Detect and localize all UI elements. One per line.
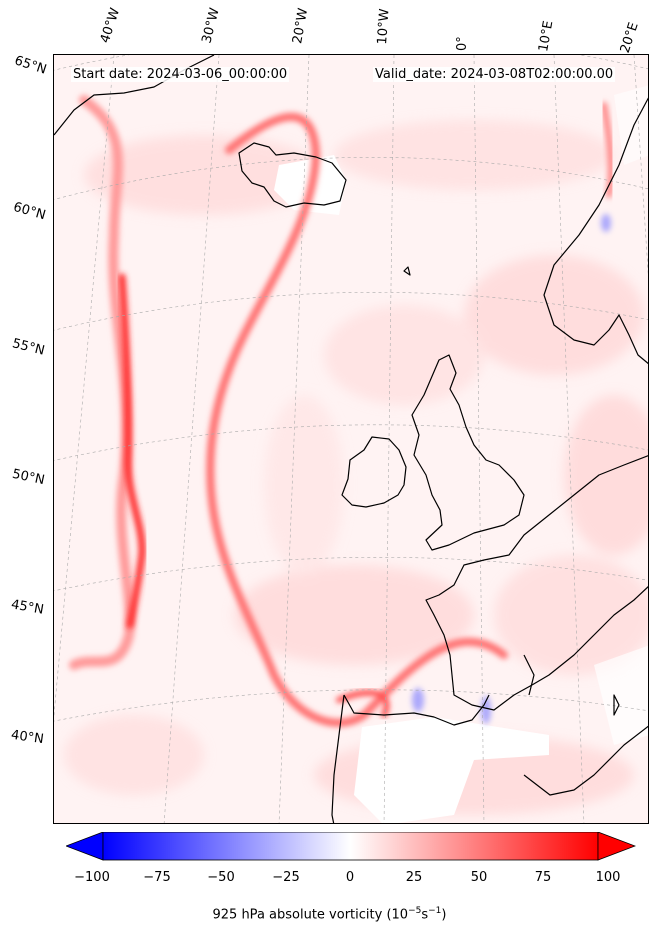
colorbar-tick: 100 (595, 870, 621, 885)
colorbar-tick: −100 (74, 870, 110, 885)
map-canvas (54, 55, 648, 823)
lon-label-30w: 30°W (199, 6, 223, 46)
lon-label-20e: 20°E (617, 20, 642, 55)
colorbar-tick: 75 (534, 870, 552, 885)
lat-label-40n: 40°N (10, 727, 45, 748)
lon-label-0: 0° (455, 36, 470, 51)
colorbar-title: 925 hPa absolute vorticity (10−5s−1) (212, 906, 447, 923)
land-white-areas (274, 85, 648, 823)
lon-label-40w: 40°W (97, 6, 124, 45)
lon-label-10w: 10°W (375, 8, 393, 45)
colorbar-tick: 25 (405, 870, 423, 885)
lat-label-65n: 65°N (12, 53, 49, 78)
coastlines (54, 55, 648, 823)
colorbar-max-extension (597, 832, 636, 861)
colorbar-tick: −25 (272, 870, 300, 885)
colorbar-tick: −75 (143, 870, 171, 885)
colorbar-min-extension (66, 832, 104, 861)
vorticity-map: Start date: 2024-03-06_00:00:00 Valid_da… (53, 54, 649, 824)
lat-label-45n: 45°N (9, 597, 45, 618)
colorbar-tick: −50 (207, 870, 235, 885)
lat-label-60n: 60°N (11, 199, 48, 224)
lon-label-10e: 10°E (536, 19, 557, 54)
lat-label-50n: 50°N (10, 466, 46, 489)
colorbar-tick: 0 (345, 870, 355, 885)
lat-label-55n: 55°N (10, 336, 47, 359)
valid-date-label: Valid_date: 2024-03-08T02:00:00.00 (373, 67, 616, 82)
lon-label-20w: 20°W (290, 7, 312, 46)
negative-vorticity-patches (412, 214, 611, 724)
vorticity-field (64, 120, 648, 815)
start-date-label: Start date: 2024-03-06_00:00:00 (71, 67, 290, 82)
colorbar (66, 832, 636, 861)
colorbar-gradient (102, 832, 599, 861)
graticule (54, 55, 648, 823)
colorbar-tick: 50 (470, 870, 488, 885)
